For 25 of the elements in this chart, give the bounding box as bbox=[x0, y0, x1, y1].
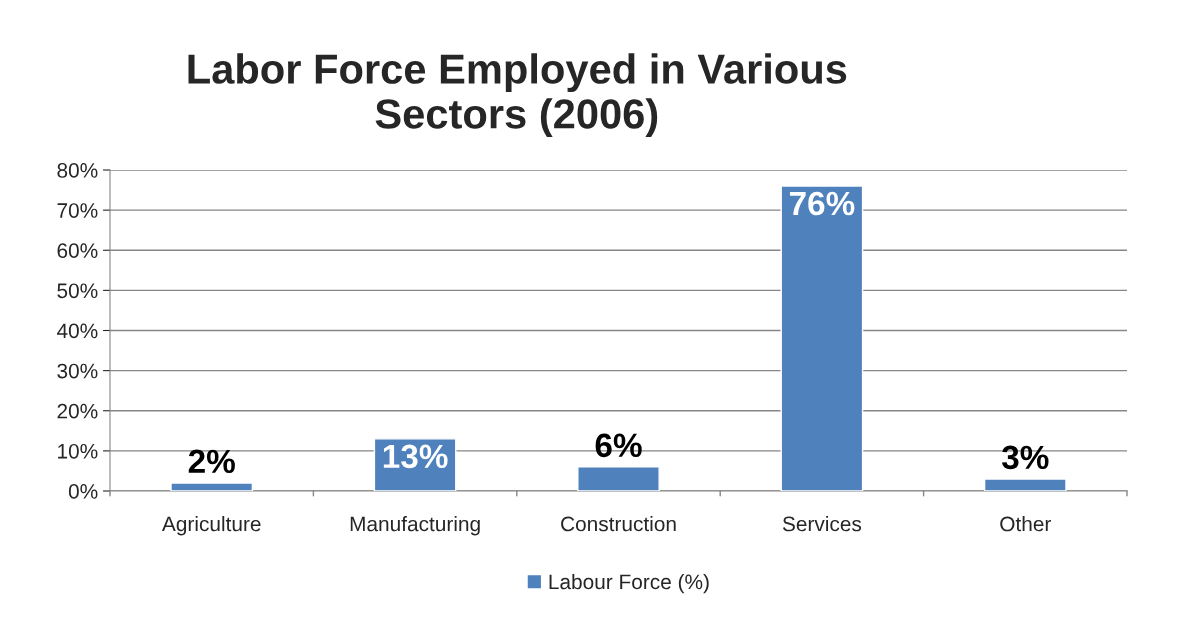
bar bbox=[577, 466, 660, 491]
y-tick-label: 80% bbox=[57, 163, 98, 178]
y-tick-label: 0% bbox=[68, 484, 98, 499]
bar bbox=[780, 185, 864, 491]
y-tick-label: 50% bbox=[57, 283, 98, 299]
bar bbox=[983, 478, 1067, 491]
x-tick-label: Construction bbox=[561, 516, 676, 532]
chart-title: Labor Force Employed in Various Sectors (2006) bbox=[188, 53, 847, 137]
y-tick-label: 60% bbox=[57, 243, 98, 258]
data-label: 3% bbox=[1001, 445, 1049, 470]
x-tick-label: Services bbox=[782, 516, 862, 532]
data-label: 6% bbox=[595, 433, 642, 458]
data-label: 13% bbox=[383, 444, 448, 469]
y-tick-label: 40% bbox=[56, 323, 98, 339]
x-tick-label: Other bbox=[1000, 516, 1052, 532]
y-tick-label: 20% bbox=[57, 403, 98, 419]
data-label: 2% bbox=[188, 449, 235, 474]
x-tick-label: Manufacturing bbox=[350, 516, 480, 536]
x-tick-label: Agriculture bbox=[161, 516, 261, 536]
y-tick-label: 10% bbox=[58, 443, 98, 459]
legend-label: Labour Force (%) bbox=[549, 573, 709, 594]
data-label: 76% bbox=[789, 191, 855, 216]
y-tick-label: 30% bbox=[57, 363, 98, 379]
bar bbox=[170, 482, 254, 491]
y-tick-label: 70% bbox=[57, 203, 98, 218]
